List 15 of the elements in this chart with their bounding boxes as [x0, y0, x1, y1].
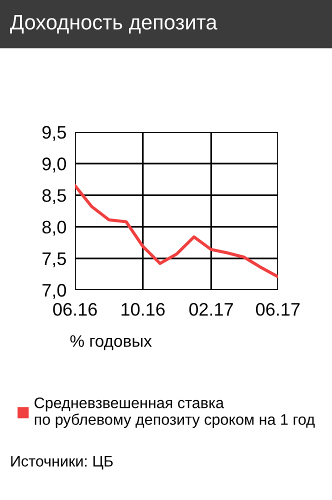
line-series: [75, 184, 278, 278]
x-tick-label: 06.17: [256, 302, 300, 316]
x-tick-label: 10.16: [122, 302, 165, 316]
x-tick-label: 02.17: [189, 302, 233, 316]
y-tick-label: 9,5: [42, 126, 66, 141]
legend-label: Средневзвешенная ставка по рублевому депозиту сроком на 1 год: [34, 397, 315, 428]
y-tick-label: 8,0: [42, 220, 66, 236]
y-tick-label: 8,5: [42, 189, 66, 204]
y-tick-label: 7,5: [42, 252, 66, 268]
chart-title: Доходность депозита: [10, 15, 218, 34]
y-tick-label: 7,0: [42, 284, 66, 299]
text: Источники: ЦБ: [11, 456, 113, 470]
y-tick-label: 9,0: [42, 158, 66, 172]
x-tick-label: 06.16: [53, 302, 97, 316]
text: % годовых: [70, 335, 152, 350]
